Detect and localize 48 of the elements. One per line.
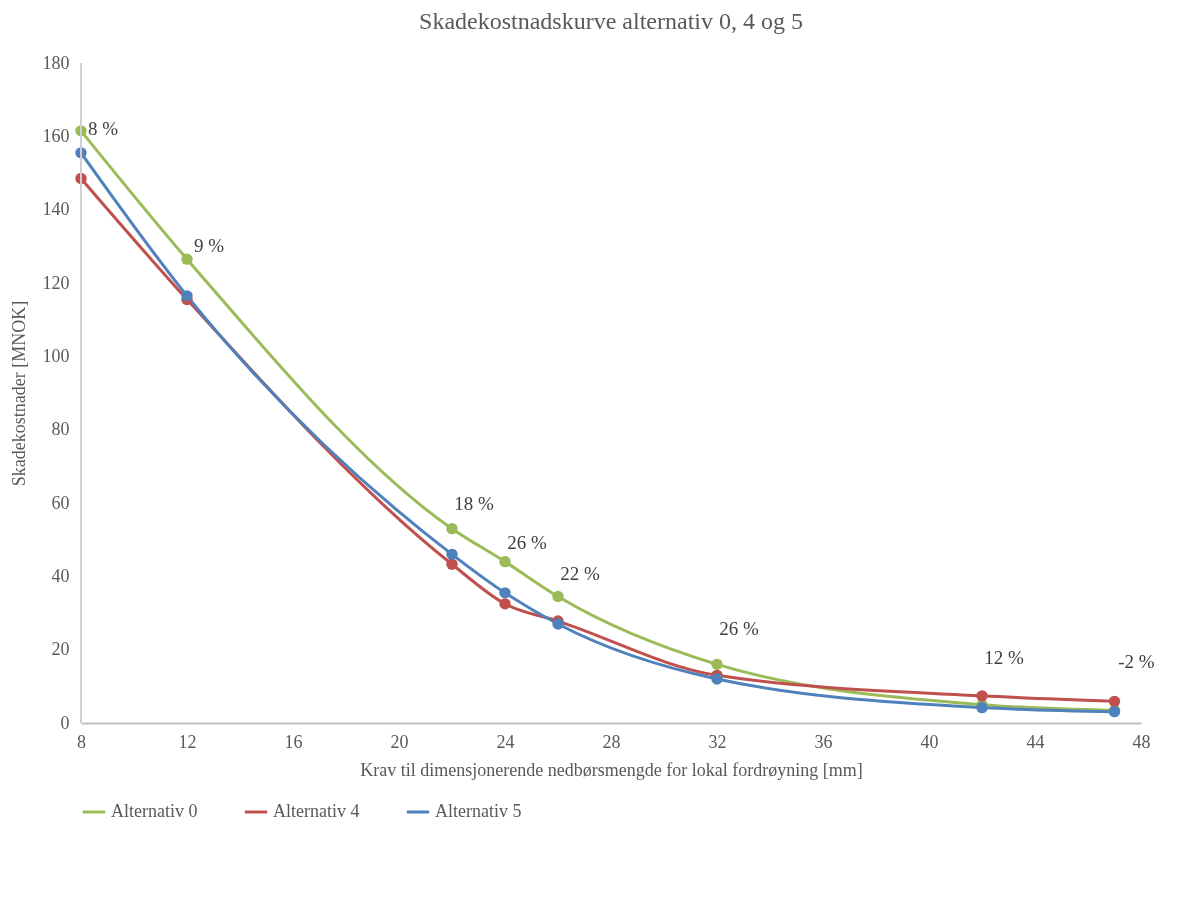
x-tick-label: 44 — [1026, 731, 1045, 752]
point — [711, 673, 723, 685]
y-tick-label: 180 — [42, 52, 70, 73]
y-tick-label: 100 — [42, 345, 70, 366]
annotation: 18 % — [454, 493, 494, 515]
y-tick-label: 0 — [60, 712, 70, 733]
y-tick-label: 160 — [42, 125, 70, 146]
point — [181, 253, 193, 265]
point — [181, 290, 193, 302]
annotation: 22 % — [560, 563, 600, 584]
point — [446, 548, 458, 561]
point — [446, 558, 458, 570]
x-tick-label: 48 — [1132, 731, 1151, 752]
annotation: 26 % — [719, 618, 759, 639]
y-tick-label: 140 — [42, 199, 70, 220]
x-axis-title: Krav til dimensjonerende nedbørsmengde for lokal fordrøyning [mm] — [360, 759, 863, 780]
x-tick-label: 8 — [77, 731, 86, 752]
point — [499, 598, 511, 610]
legend-label: Alternativ 0 — [111, 801, 198, 821]
point — [711, 658, 723, 671]
y-tick-label: 20 — [51, 639, 70, 660]
y-tick-label: 120 — [42, 272, 70, 293]
x-tick-label: 12 — [178, 731, 197, 752]
x-tick-label: 20 — [390, 731, 409, 752]
point — [499, 587, 511, 599]
y-tick-label: 80 — [51, 419, 70, 440]
x-tick-label: 40 — [920, 731, 939, 752]
legend-label: Alternativ 4 — [273, 801, 360, 821]
legend-label: Alternativ 5 — [435, 801, 522, 821]
point — [499, 555, 511, 568]
point — [446, 522, 458, 535]
y-axis-title: Skadekostnader [MNOK] — [8, 300, 29, 487]
y-tick-label: 40 — [51, 565, 70, 586]
x-tick-label: 36 — [814, 731, 833, 752]
x-tick-label: 16 — [284, 731, 303, 752]
chart-title: Skadekostnadskurve alternativ 0, 4 og 5 — [419, 8, 803, 34]
point — [976, 690, 988, 702]
x-tick-label: 28 — [602, 731, 621, 752]
y-tick-label: 60 — [51, 492, 70, 513]
x-tick-label: 24 — [496, 731, 515, 752]
annotation: 12 % — [984, 646, 1024, 668]
annotation: 8 % — [87, 117, 119, 139]
annotation: 9 % — [193, 234, 225, 256]
annotation: -2 % — [1118, 650, 1155, 672]
x-tick-label: 32 — [708, 731, 727, 752]
annotation: 26 % — [507, 531, 547, 553]
point — [552, 590, 564, 603]
point — [1108, 695, 1121, 708]
